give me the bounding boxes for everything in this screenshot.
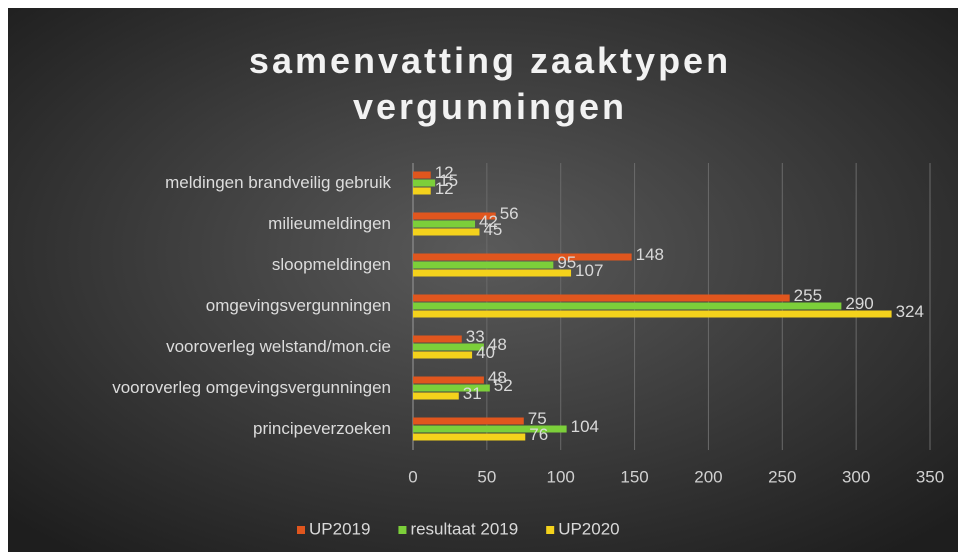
data-label: 107 xyxy=(575,261,603,280)
y-tick-label: omgevingsvergunningen xyxy=(206,296,391,315)
data-label: 31 xyxy=(463,384,482,403)
y-tick-label: vooroverleg welstand/mon.cie xyxy=(166,337,391,356)
bar xyxy=(413,228,480,236)
data-label: 12 xyxy=(435,179,454,198)
data-label: 76 xyxy=(529,425,548,444)
bar xyxy=(413,376,484,384)
data-label: 56 xyxy=(500,204,519,223)
x-tick-label: 50 xyxy=(477,467,496,486)
x-tick-label: 200 xyxy=(694,467,722,486)
data-label: 52 xyxy=(494,376,513,395)
data-label: 12 xyxy=(435,163,454,182)
data-label: 45 xyxy=(483,220,502,239)
data-label: 255 xyxy=(794,286,822,305)
data-label: 15 xyxy=(439,171,458,190)
legend-marker xyxy=(297,526,305,534)
data-label: 95 xyxy=(557,253,576,272)
y-tick-label: meldingen brandveilig gebruik xyxy=(165,173,391,192)
bar xyxy=(413,261,554,269)
y-tick-label: milieumeldingen xyxy=(268,214,391,233)
legend-marker xyxy=(546,526,555,534)
bar xyxy=(413,253,632,261)
data-label: 104 xyxy=(571,417,599,436)
bar xyxy=(413,171,431,179)
x-tick-label: 250 xyxy=(768,467,796,486)
chart-background xyxy=(8,8,958,552)
legend-marker xyxy=(398,526,407,534)
bar xyxy=(413,417,524,425)
bar xyxy=(413,392,459,400)
bar xyxy=(413,351,473,359)
bar xyxy=(413,220,476,228)
bar xyxy=(413,269,572,277)
data-label: 290 xyxy=(845,294,873,313)
data-label: 324 xyxy=(896,302,924,321)
data-label: 40 xyxy=(476,343,495,362)
x-tick-label: 150 xyxy=(620,467,648,486)
bar xyxy=(413,433,526,441)
chart-title: samenvatting zaaktypen vergunningen xyxy=(248,40,732,127)
x-tick-label: 300 xyxy=(842,467,870,486)
bar xyxy=(413,212,496,220)
bar xyxy=(413,179,436,187)
bar xyxy=(413,425,567,433)
bar xyxy=(413,384,490,392)
data-label: 33 xyxy=(466,327,485,346)
legend-label: UP2020 xyxy=(558,519,619,538)
x-tick-label: 350 xyxy=(916,467,944,486)
bar xyxy=(413,310,892,318)
bar xyxy=(413,294,790,302)
data-label: 75 xyxy=(528,409,547,428)
data-label: 148 xyxy=(636,245,664,264)
data-label: 48 xyxy=(488,335,507,354)
y-tick-label: principeverzoeken xyxy=(253,419,391,438)
legend-label: resultaat 2019 xyxy=(410,519,518,538)
bar xyxy=(413,187,431,195)
legend-label: UP2019 xyxy=(309,519,370,538)
y-tick-label: sloopmeldingen xyxy=(272,255,391,274)
data-label: 48 xyxy=(488,368,507,387)
x-tick-label: 100 xyxy=(547,467,575,486)
x-tick-label: 0 xyxy=(408,467,417,486)
data-label: 42 xyxy=(479,212,498,231)
y-tick-label: vooroverleg omgevingsvergunningen xyxy=(112,378,391,397)
bar xyxy=(413,335,462,343)
bar xyxy=(413,302,842,310)
bar xyxy=(413,343,484,351)
